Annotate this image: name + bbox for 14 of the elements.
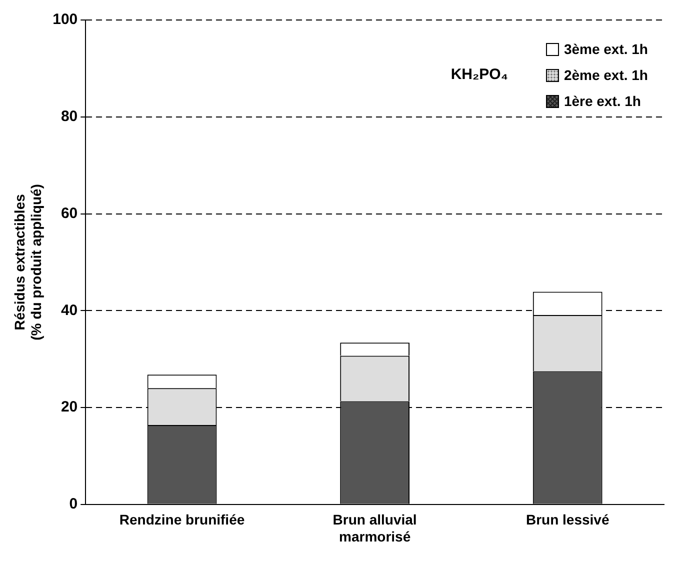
y-tick-label: 100 bbox=[52, 11, 78, 28]
x-tick-label: Brun lessivé bbox=[526, 512, 610, 528]
y-axis-title: Résidus extractibles (% du produit appliqué) bbox=[11, 184, 44, 340]
y-tick-label: 40 bbox=[60, 302, 78, 319]
y-tick-label: 80 bbox=[60, 108, 78, 126]
annotation: KH₂PO₄ bbox=[450, 66, 508, 83]
legend-label: 1ère ext. 1h bbox=[564, 92, 641, 111]
y-tick-label: 0 bbox=[69, 496, 78, 513]
legend-label: 2ème ext. 1h bbox=[564, 66, 648, 85]
x-tick-label: Brun alluvial marmorisé bbox=[332, 512, 417, 544]
x-tick-label: Rendzine brunifiée bbox=[119, 512, 245, 528]
y-tick-label: 20 bbox=[60, 398, 78, 416]
y-tick-label: 60 bbox=[60, 204, 78, 222]
text: 3ème ext. 1h bbox=[564, 40, 648, 59]
